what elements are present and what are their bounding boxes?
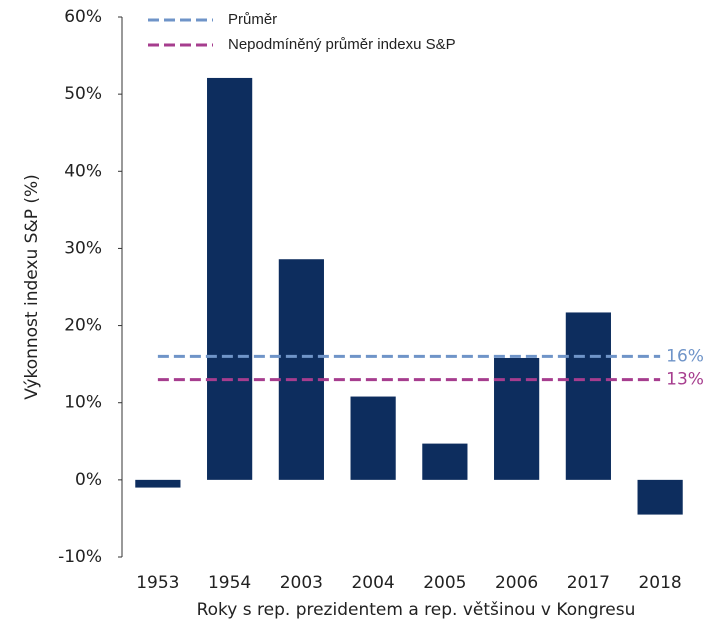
x-tick-label: 1953: [136, 573, 179, 593]
legend-label: Průměr: [228, 11, 277, 28]
bar: [422, 443, 468, 480]
bar: [565, 312, 611, 480]
y-tick-label: 50%: [64, 84, 102, 104]
x-tick-label: 2017: [567, 573, 610, 593]
y-tick-label: 20%: [64, 316, 102, 336]
bar: [207, 77, 253, 480]
x-tick-label: 2018: [638, 573, 681, 593]
x-axis-label: Roky s rep. prezidentem a rep. většinou …: [197, 600, 636, 620]
bar: [278, 259, 324, 480]
reference-label: 13%: [666, 370, 704, 390]
x-tick-label: 2006: [495, 573, 538, 593]
x-tick-label: 2005: [423, 573, 466, 593]
x-tick-label: 1954: [208, 573, 251, 593]
x-tick-label: 2004: [351, 573, 394, 593]
bar: [135, 479, 181, 488]
bar: [494, 357, 540, 480]
y-tick-label: 60%: [64, 7, 102, 27]
bar: [350, 396, 396, 480]
bar: [637, 479, 683, 515]
x-tick-label: 2003: [280, 573, 323, 593]
reference-label: 16%: [666, 346, 704, 366]
y-tick-label: -10%: [58, 547, 102, 567]
y-tick-label: 10%: [64, 393, 102, 413]
y-tick-label: 30%: [64, 238, 102, 258]
y-tick-label: 0%: [75, 470, 102, 490]
y-axis-label: Výkonnost indexu S&P (%): [22, 174, 42, 400]
legend-label: Nepodmíněný průměr indexu S&P: [228, 36, 456, 53]
y-tick-label: 40%: [64, 161, 102, 181]
